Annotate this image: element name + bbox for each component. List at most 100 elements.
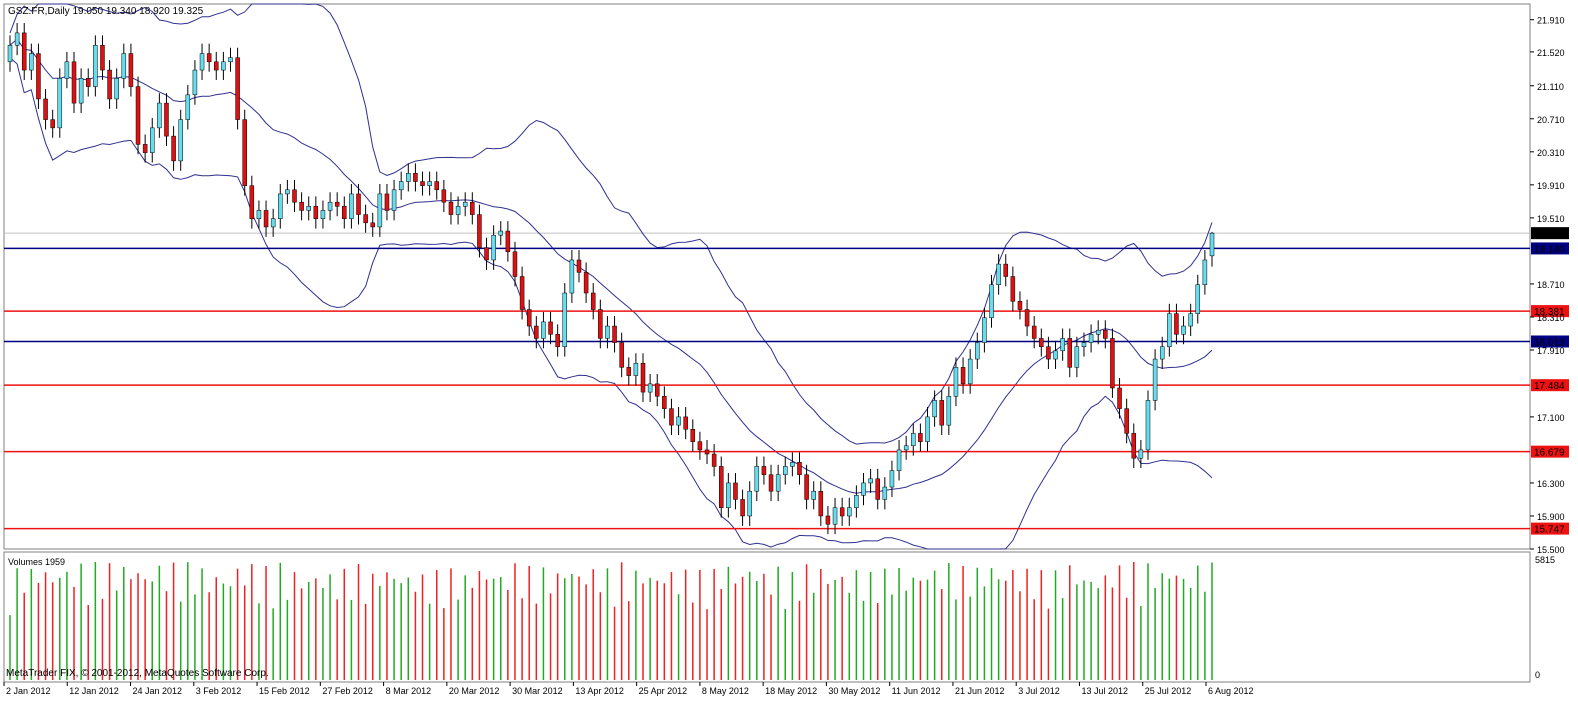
x-tick-label-6: 8 Mar 2012: [386, 686, 432, 696]
candle-body-66: [477, 214, 482, 248]
candle-body-48: [349, 193, 354, 219]
candle-body-42: [306, 206, 311, 211]
candle-body-95: [683, 416, 688, 430]
candle-body-38: [278, 193, 283, 219]
candle-body-103: [740, 499, 745, 517]
price-axis: 19.140 18.381 18.013 17.484 16.679 15.747 21.9…: [1530, 16, 1569, 555]
level-label-3: 17.484: [1534, 381, 1565, 392]
candle-body-142: [1017, 301, 1023, 310]
candle-body-155: [1110, 338, 1115, 389]
candle-body-23: [171, 135, 176, 162]
y-tick-label-4: 20.310: [1537, 148, 1565, 158]
candle-body-56: [406, 173, 411, 182]
candle-body-136: [975, 342, 980, 360]
candle-body-143: [1024, 309, 1030, 327]
candle-body-159: [1138, 449, 1144, 459]
x-tick-label-8: 30 Mar 2012: [512, 686, 563, 696]
candle-body-71: [512, 251, 518, 277]
candle-body-12: [93, 45, 98, 87]
candle-body-44: [320, 210, 326, 219]
candle-body-11: [85, 78, 91, 87]
candle-body-43: [313, 206, 319, 219]
candle-body-120: [861, 482, 866, 496]
candle-body-69: [498, 230, 504, 236]
candle-body-78: [562, 292, 568, 347]
candle-body-10: [78, 78, 84, 104]
candle-body-107: [768, 474, 774, 492]
candle-body-111: [797, 462, 802, 475]
candle-body-40: [292, 189, 297, 203]
candle-body-8: [64, 61, 70, 79]
candle-body-94: [676, 416, 681, 426]
time-axis: 2 Jan 2012 12 Jan 2012 24 Jan 2012 3 Feb 20…: [3, 682, 1254, 696]
candle-body-31: [228, 57, 233, 63]
candle-body-58: [420, 181, 425, 186]
candle-body-27: [199, 53, 205, 71]
candle-body-85: [612, 325, 617, 343]
candle-body-166: [1188, 313, 1193, 327]
candle-body-82: [590, 292, 596, 310]
symbol-header: GSZ.FR,Daily 19.050 19.340 18.920 19.325: [8, 6, 204, 17]
candle-body-121: [868, 478, 873, 484]
x-tick-label-3: 3 Feb 2012: [196, 686, 242, 696]
level-label-4: 16.679: [1534, 448, 1565, 459]
candle-body-134: [960, 367, 966, 385]
candle-body-133: [953, 367, 959, 397]
candle-body-18: [135, 86, 141, 145]
candle-body-162: [1159, 346, 1165, 360]
candle-body-164: [1174, 313, 1179, 335]
y-tick-label-9: 17.910: [1537, 346, 1565, 356]
candle-body-123: [882, 486, 888, 500]
level-tag-1: [1531, 305, 1569, 318]
candle-body-163: [1167, 313, 1172, 347]
candle-body-15: [114, 78, 119, 100]
x-tick-label-13: 30 May 2012: [828, 686, 880, 696]
candle-body-101: [726, 482, 731, 508]
candle-body-114: [818, 490, 824, 517]
volume-max-label: 5815: [1535, 555, 1555, 565]
candle-body-5: [43, 98, 48, 120]
candle-body-74: [534, 325, 539, 339]
middle-band-line: [9, 38, 1213, 494]
candle-body-93: [669, 408, 674, 426]
candle-body-6: [50, 119, 55, 129]
y-tick-label-12: 15.900: [1537, 512, 1565, 522]
candle-body-102: [733, 482, 738, 500]
y-tick-label-7: 18.710: [1537, 280, 1565, 290]
candle-body-79: [569, 259, 575, 294]
candle-body-45: [327, 201, 333, 211]
candle-body-104: [747, 490, 752, 517]
candle-body-25: [185, 94, 191, 120]
candle-body-37: [270, 218, 276, 228]
candle-body-3: [29, 53, 34, 71]
candle-body-77: [555, 334, 560, 347]
candle-body-0: [7, 45, 13, 63]
candle-body-152: [1088, 334, 1094, 343]
candle-body-112: [804, 474, 809, 500]
candle-body-117: [839, 507, 845, 517]
candle-body-51: [370, 222, 375, 228]
current-price-label: 19.325: [1534, 229, 1565, 240]
y-tick-label-8: 18.310: [1537, 313, 1565, 323]
copyright-text: MetaTrader FIX, © 2001-2012, MetaQuotes …: [6, 668, 269, 679]
candle-body-29: [214, 61, 219, 71]
candle-body-91: [654, 383, 660, 397]
candle-body-118: [847, 507, 852, 517]
level-tag-4: [1531, 445, 1569, 458]
candle-body-33: [242, 119, 247, 186]
candle-body-144: [1031, 325, 1037, 339]
candle-body-9: [71, 61, 77, 104]
candle-body-108: [775, 474, 781, 492]
candle-body-124: [889, 470, 895, 488]
x-tick-label-10: 25 Apr 2012: [639, 686, 688, 696]
level-label-0: 19.140: [1534, 244, 1565, 255]
candle-body-128: [918, 433, 923, 442]
candle-body-151: [1081, 342, 1087, 347]
candle-body-60: [434, 181, 439, 191]
candle-body-55: [398, 181, 404, 191]
candle-body-34: [249, 185, 255, 219]
x-tick-label-18: 25 Jul 2012: [1145, 686, 1192, 696]
candle-body-2: [21, 32, 27, 71]
candle-body-52: [377, 193, 383, 228]
